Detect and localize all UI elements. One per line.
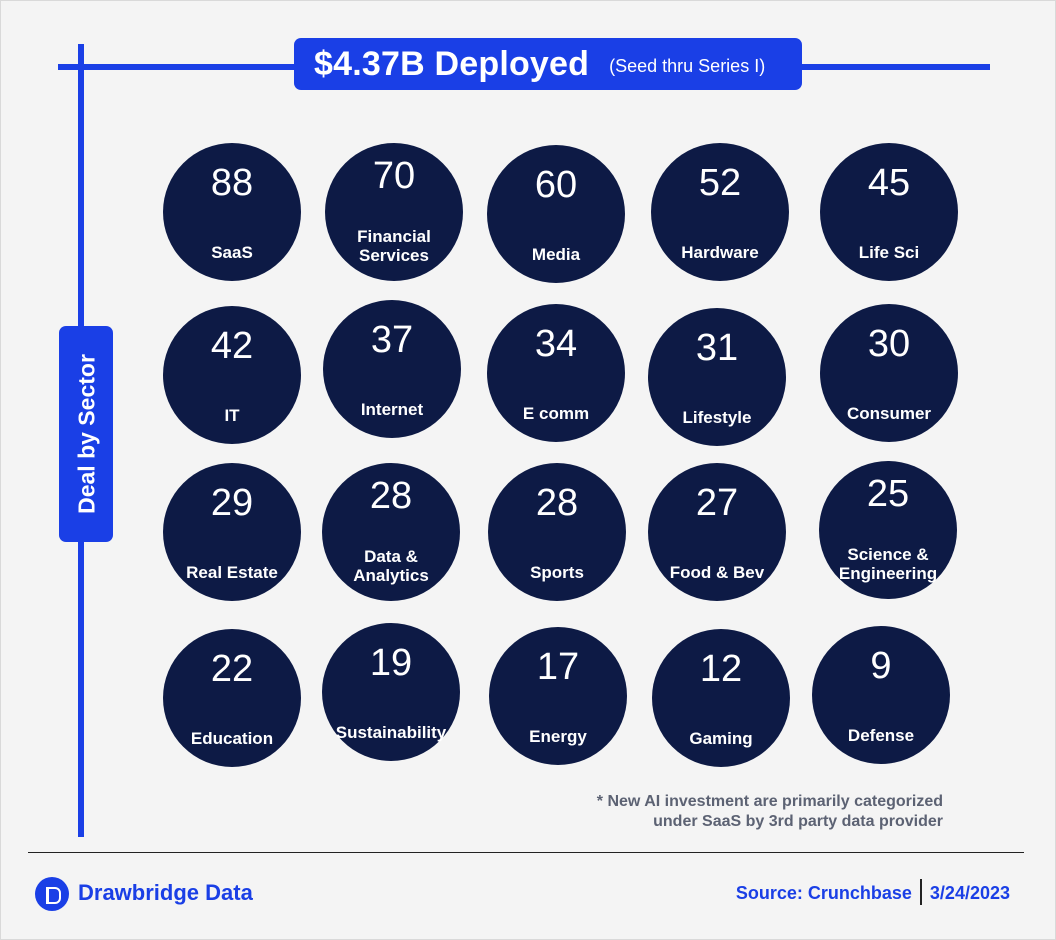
sector-label: Real Estate — [186, 563, 278, 582]
chart-title-banner: $4.37B Deployed (Seed thru Series I) — [294, 38, 802, 90]
sector-bubble: 12 Gaming — [652, 629, 790, 767]
sector-value: 17 — [536, 646, 580, 689]
chart-title: $4.37B Deployed — [314, 44, 590, 83]
sector-value: 60 — [534, 164, 578, 207]
sector-label: SaaS — [211, 243, 253, 262]
sector-label: Energy — [529, 727, 587, 746]
sector-value: 28 — [535, 482, 579, 525]
chart-subtitle: (Seed thru Series I) — [609, 55, 766, 76]
sector-bubble: 88 SaaS — [163, 143, 301, 281]
sector-value: 28 — [369, 475, 413, 518]
sector-bubble: 34 E comm — [487, 304, 625, 442]
sector-bubble: 28 Data & Analytics — [322, 463, 460, 601]
footnote: * New AI investment are primarily catego… — [597, 792, 943, 832]
sector-label: Financial Services — [357, 227, 431, 265]
sector-label: Defense — [847, 726, 915, 745]
sector-bubble: 30 Consumer — [820, 304, 958, 442]
sector-bubble: 25 Science & Engineering — [819, 461, 957, 599]
footnote-line-1: * New AI investment are primarily catego… — [596, 793, 943, 810]
sector-value: 29 — [210, 482, 254, 525]
sector-bubble: 28 Sports — [488, 463, 626, 601]
footnote-line-2: under SaaS by 3rd party data provider — [653, 813, 943, 830]
sector-label: E comm — [522, 404, 590, 423]
sector-value: 19 — [369, 642, 413, 685]
sector-value: 34 — [534, 323, 578, 366]
sector-value: 88 — [210, 162, 254, 205]
sector-bubble: 52 Hardware — [651, 143, 789, 281]
source-date: 3/24/2023 — [929, 882, 1010, 903]
sector-value: 27 — [695, 482, 739, 525]
sector-label: Internet — [360, 400, 424, 419]
sector-label: Sustainability — [335, 723, 447, 742]
brand-name: Drawbridge Data — [78, 880, 253, 905]
side-label-box — [59, 326, 113, 542]
sector-label: Hardware — [681, 243, 759, 262]
sector-label: Lifestyle — [682, 408, 752, 427]
sector-bubble: 27 Food & Bev — [648, 463, 786, 601]
sector-value: 25 — [866, 473, 910, 516]
sector-value: 30 — [867, 323, 911, 366]
sector-value: 70 — [372, 155, 416, 198]
sector-bubble: 29 Real Estate — [163, 463, 301, 601]
sector-value: 37 — [370, 319, 414, 362]
sector-value: 31 — [695, 327, 739, 370]
sector-bubble: 37 Internet — [323, 300, 461, 438]
sector-bubble: 70 Financial Services — [325, 143, 463, 281]
logo-mark — [46, 887, 61, 904]
source-separator — [919, 879, 922, 905]
footer-divider — [28, 852, 1024, 853]
sector-label: Gaming — [689, 729, 753, 748]
sector-label: Food & Bev — [669, 563, 765, 582]
sector-value: 52 — [698, 162, 742, 205]
sector-bubble: 22 Education — [163, 629, 301, 767]
drawbridge-d-icon — [35, 877, 69, 911]
sector-label: Data & Analytics — [353, 547, 429, 585]
sector-bubble: 31 Lifestyle — [648, 308, 786, 446]
sector-value: 42 — [210, 325, 254, 368]
sector-label: IT — [224, 406, 240, 425]
sector-label: Sports — [530, 563, 584, 582]
sector-label: Life Sci — [858, 243, 920, 262]
sector-label: Media — [531, 245, 581, 264]
source-text: Source: Crunchbase — [735, 882, 912, 903]
sector-value: 22 — [210, 648, 254, 691]
sector-bubble: 9 Defense — [812, 626, 950, 764]
sector-bubble: 17 Energy — [489, 627, 627, 765]
sector-bubble: 19 Sustainability — [322, 623, 460, 761]
source-credit: Source: Crunchbase 3/24/2023 — [735, 879, 1010, 907]
sector-label: Education — [190, 729, 274, 748]
sector-bubble: 60 Media — [487, 145, 625, 283]
sector-value: 12 — [699, 648, 743, 691]
sector-label: Science & Engineering — [838, 545, 938, 583]
sector-label: Consumer — [846, 404, 932, 423]
sector-value: 45 — [867, 162, 911, 205]
sector-bubble: 45 Life Sci — [820, 143, 958, 281]
sector-value: 9 — [870, 645, 892, 688]
sector-bubble: 42 IT — [163, 306, 301, 444]
side-axis-label: Deal by Sector — [73, 354, 100, 514]
